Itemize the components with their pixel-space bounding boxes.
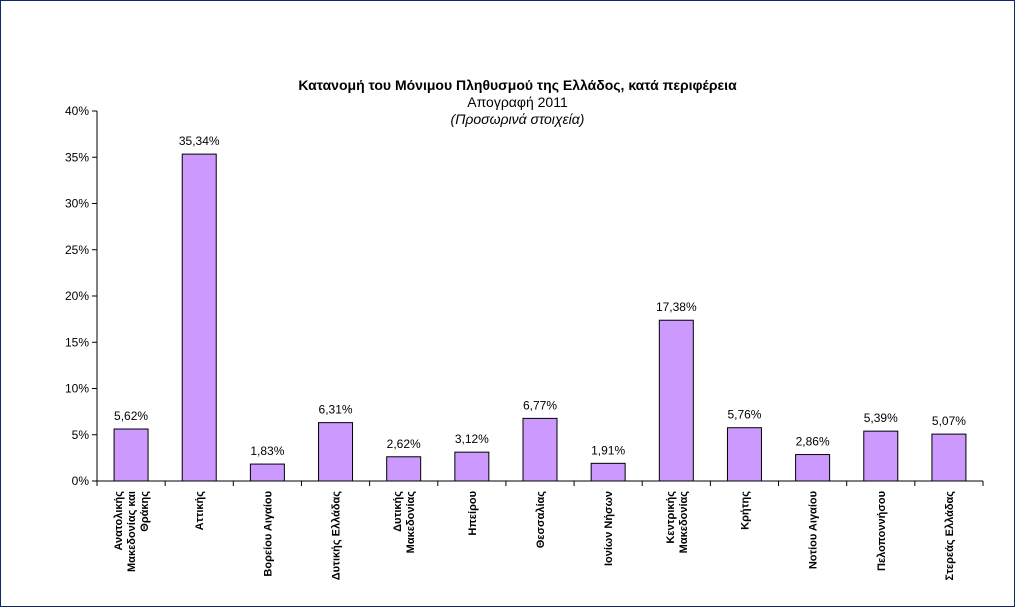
x-tick-label: Ηπείρου <box>467 491 479 536</box>
x-tick-label-line: Μακεδονίας και <box>126 491 138 572</box>
data-label: 5,76% <box>727 408 761 422</box>
x-tick-label-line: Δυτικής <box>392 491 404 532</box>
y-tick-label: 10% <box>65 382 89 396</box>
bar <box>795 454 831 482</box>
x-tick-label-line: Στερεάς Ελλάδας <box>944 491 956 581</box>
x-tick-label-line: Νοτίου Αιγαίου <box>808 491 820 569</box>
data-label: 6,31% <box>319 403 353 417</box>
x-tick-label: Θεσσαλίας <box>535 491 547 549</box>
bar <box>454 451 490 482</box>
x-tick-label: Νοτίου Αιγαίου <box>808 491 820 569</box>
y-tick-label: 0% <box>72 474 90 488</box>
data-label: 6,77% <box>523 398 557 412</box>
x-tick-label-line: Κεντρικής <box>665 491 677 544</box>
chart-note: (Προσωρινά στοιχεία) <box>450 111 585 127</box>
y-tick-label: 20% <box>65 289 89 303</box>
data-label: 5,62% <box>114 409 148 423</box>
bar <box>522 417 558 482</box>
chart-titles: Κατανομή του Μόνιμου Πληθυσμού της Ελλάδ… <box>0 76 1017 128</box>
bar <box>249 463 285 482</box>
data-label: 1,91% <box>591 443 625 457</box>
x-tick-label-line: Κρήτης <box>739 491 751 530</box>
x-tick-label-line: Μακεδονίας <box>678 491 690 554</box>
data-label: 5,07% <box>932 414 966 428</box>
x-tick-label: Αττικής <box>194 491 206 531</box>
bar <box>931 433 967 482</box>
y-tick-label: 40% <box>65 104 89 118</box>
x-tick-label-line: Ηπείρου <box>467 491 479 536</box>
chart-title: Κατανομή του Μόνιμου Πληθυσμού της Ελλάδ… <box>298 77 737 93</box>
x-tick-label-line: Θράκης <box>139 491 151 532</box>
x-tick-label: Δυτικής Ελλάδας <box>331 491 343 581</box>
data-label: 5,39% <box>864 411 898 425</box>
x-tick-label: Βορείου Αιγαίου <box>262 491 274 577</box>
bar <box>726 427 762 482</box>
x-tick-label-line: Ανατολικής <box>113 491 125 551</box>
x-tick-label: Στερεάς Ελλάδας <box>944 491 956 581</box>
y-tick-label: 35% <box>65 150 89 164</box>
data-label: 1,83% <box>250 444 284 458</box>
x-tick-label-line: Αττικής <box>194 491 206 531</box>
x-tick-label: Κρήτης <box>739 491 751 530</box>
y-tick-label: 30% <box>65 197 89 211</box>
y-tick-label: 15% <box>65 335 89 349</box>
y-tick-label: 25% <box>65 243 89 257</box>
data-label: 2,86% <box>796 435 830 449</box>
x-tick-label: Ανατολικής Μακεδονίας και Θράκης <box>113 491 151 572</box>
data-label: 17,38% <box>656 300 697 314</box>
x-tick-label-line: Μακεδονίας <box>405 491 417 554</box>
x-tick-label: Δυτικής Μακεδονίας <box>392 491 417 554</box>
y-tick-label: 5% <box>72 428 90 442</box>
bar <box>386 456 422 482</box>
bar <box>658 319 694 482</box>
x-tick-label-line: Πελοποννήσου <box>876 491 888 571</box>
x-tick-label-line: Θεσσαλίας <box>535 491 547 549</box>
bar <box>318 422 354 482</box>
chart-subtitle: Απογραφή 2011 <box>467 94 568 110</box>
bar <box>590 462 626 482</box>
bar <box>863 430 899 482</box>
x-tick-label-line: Δυτικής Ελλάδας <box>331 491 343 581</box>
data-label: 3,12% <box>455 432 489 446</box>
x-tick-label: Κεντρικής Μακεδονίας <box>665 491 690 554</box>
data-label: 35,34% <box>179 134 220 148</box>
x-tick-label: Πελοποννήσου <box>876 491 888 571</box>
x-tick-label-line: Ιονίων Νήσων <box>603 491 615 566</box>
data-label: 2,62% <box>387 437 421 451</box>
bar <box>181 153 217 482</box>
x-tick-label: Ιονίων Νήσων <box>603 491 615 566</box>
x-tick-label-line: Βορείου Αιγαίου <box>262 491 274 577</box>
bar <box>113 428 149 482</box>
